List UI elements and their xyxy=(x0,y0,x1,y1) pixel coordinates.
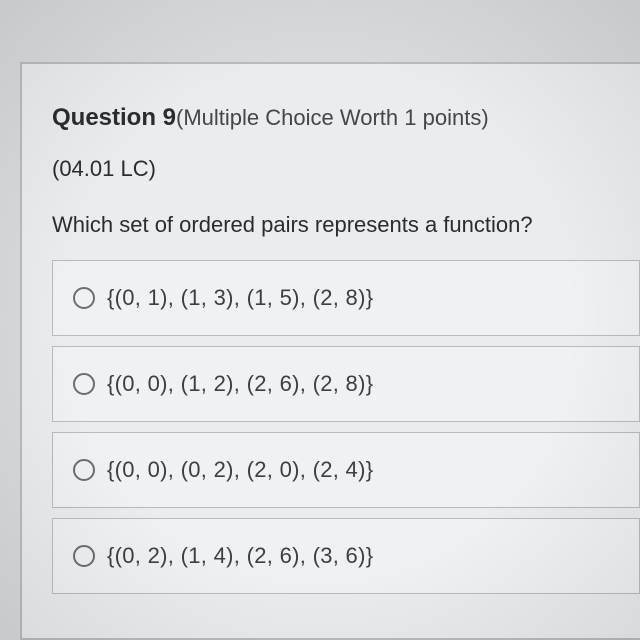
question-header: Question 9(Multiple Choice Worth 1 point… xyxy=(52,104,640,132)
question-prompt: Which set of ordered pairs represents a … xyxy=(52,212,640,238)
options-list: {(0, 1), (1, 3), (1, 5), (2, 8)} {(0, 0)… xyxy=(52,260,640,604)
option-row[interactable]: {(0, 2), (1, 4), (2, 6), (3, 6)} xyxy=(52,518,640,594)
question-number: Question 9 xyxy=(52,104,176,131)
radio-icon[interactable] xyxy=(73,545,95,567)
radio-icon[interactable] xyxy=(73,287,95,309)
question-panel: Question 9(Multiple Choice Worth 1 point… xyxy=(20,62,640,640)
option-row[interactable]: {(0, 0), (1, 2), (2, 6), (2, 8)} xyxy=(52,346,640,422)
option-text: {(0, 0), (1, 2), (2, 6), (2, 8)} xyxy=(107,371,373,397)
radio-icon[interactable] xyxy=(73,459,95,481)
option-text: {(0, 1), (1, 3), (1, 5), (2, 8)} xyxy=(107,285,373,311)
radio-icon[interactable] xyxy=(73,373,95,395)
option-row[interactable]: {(0, 0), (0, 2), (2, 0), (2, 4)} xyxy=(52,432,640,508)
question-code: (04.01 LC) xyxy=(52,156,640,182)
question-meta: (Multiple Choice Worth 1 points) xyxy=(176,105,489,130)
option-text: {(0, 0), (0, 2), (2, 0), (2, 4)} xyxy=(107,457,373,483)
option-text: {(0, 2), (1, 4), (2, 6), (3, 6)} xyxy=(107,543,373,569)
option-row[interactable]: {(0, 1), (1, 3), (1, 5), (2, 8)} xyxy=(52,260,640,336)
